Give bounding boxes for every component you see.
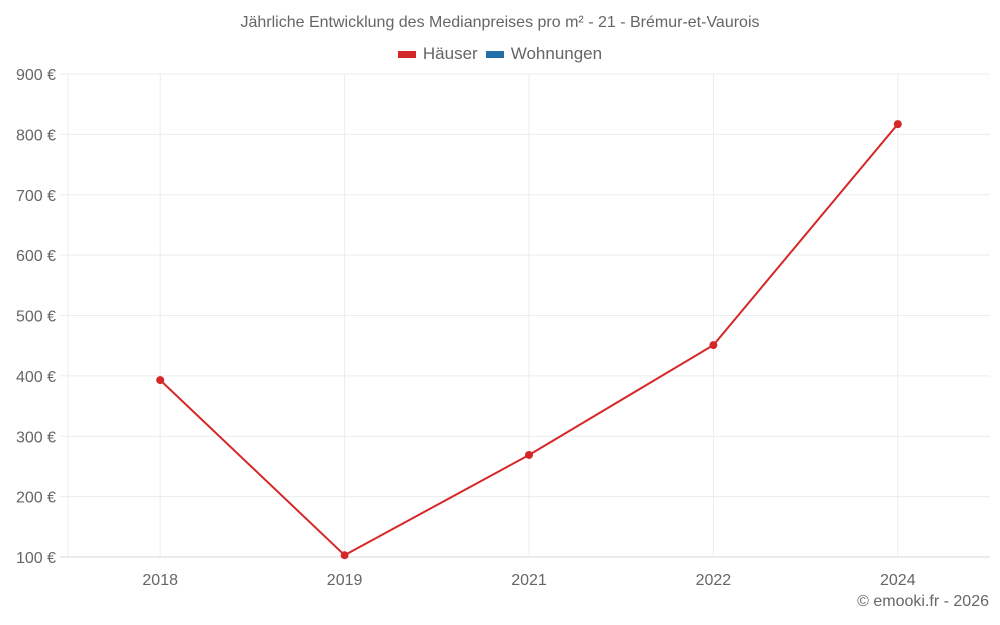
- y-tick-label: 800 €: [16, 127, 56, 144]
- data-point[interactable]: [893, 120, 902, 129]
- chart-title: Jährliche Entwicklung des Medianpreises …: [240, 14, 760, 31]
- legend-item-haeuser[interactable]: Häuser: [397, 44, 478, 64]
- y-tick-label: 200 €: [16, 490, 56, 507]
- x-axis: 2018 2019 2021 2022 2024: [142, 572, 915, 589]
- y-tick-label: 300 €: [16, 429, 56, 446]
- x-tick-label: 2024: [880, 572, 916, 589]
- legend-swatch-wohnungen: [485, 50, 504, 58]
- copyright-credit: © emooki.fr - 2026: [857, 593, 989, 610]
- y-tick-label: 700 €: [16, 188, 56, 205]
- legend: Häuser Wohnungen: [0, 44, 1000, 64]
- x-tick-label: 2022: [696, 572, 732, 589]
- y-tick-label: 900 €: [16, 67, 56, 84]
- data-point[interactable]: [525, 450, 533, 459]
- legend-label-haeuser: Häuser: [422, 44, 478, 63]
- y-tick-label: 500 €: [16, 309, 56, 326]
- legend-item-wohnungen[interactable]: Wohnungen: [485, 44, 603, 64]
- legend-swatch-haeuser: [397, 50, 416, 58]
- data-point[interactable]: [709, 341, 718, 350]
- data-point[interactable]: [340, 551, 349, 560]
- grid: [60, 73, 990, 558]
- x-tick-label: 2021: [511, 572, 547, 589]
- legend-label-wohnungen: Wohnungen: [510, 44, 603, 63]
- x-tick-label: 2018: [142, 572, 178, 589]
- series-haeuser: [156, 120, 902, 560]
- y-tick-label: 600 €: [16, 248, 56, 265]
- x-tick-label: 2019: [327, 572, 363, 589]
- y-tick-label: 400 €: [16, 369, 56, 386]
- data-point[interactable]: [156, 376, 165, 385]
- y-tick-label: 100 €: [16, 550, 56, 567]
- y-axis: 100 € 200 € 300 € 400 € 500 € 600 € 700 € 800 €…: [16, 67, 56, 567]
